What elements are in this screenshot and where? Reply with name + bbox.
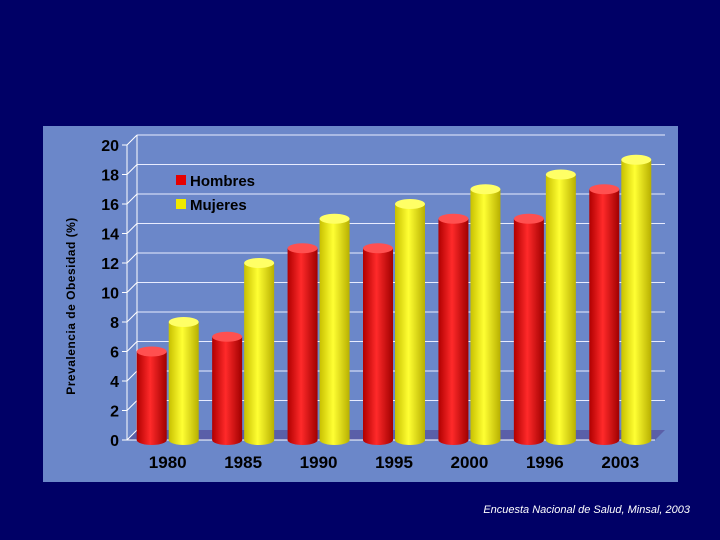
y-tick-label: 16	[101, 197, 119, 214]
bar-body	[212, 336, 243, 440]
legend-swatch-hombres	[176, 175, 186, 185]
bar-mujeres-1995	[395, 199, 425, 445]
y-tick-label: 8	[110, 315, 119, 332]
bar-base	[363, 435, 393, 445]
bar-mujeres-1980	[168, 317, 199, 445]
y-tick-label: 10	[101, 286, 119, 303]
bar-top	[513, 213, 544, 224]
bar-top	[545, 169, 576, 180]
bar-body	[395, 204, 425, 440]
x-tick-label-1995: 1995	[375, 453, 413, 472]
bar-mujeres-2003	[621, 154, 652, 445]
y-tick-diag	[126, 164, 138, 175]
y-tick-diag	[126, 193, 138, 205]
bar-base	[136, 435, 167, 445]
bar-body	[621, 159, 652, 440]
bar-body	[168, 322, 199, 440]
bar-body	[470, 189, 501, 440]
bar-top	[363, 243, 393, 254]
x-tick-label-1990: 1990	[300, 453, 338, 472]
bar-hombres-1980	[136, 346, 167, 445]
y-tick-label: 0	[110, 433, 119, 450]
bar-body	[136, 351, 167, 440]
bar-top	[168, 317, 199, 327]
bar-top	[287, 243, 318, 254]
y-tick-label: 14	[101, 227, 119, 244]
chart-panel: 0 2 4 6 8 10 12 14 16 18 20 1980 1985 1990 1995 2000 199…	[43, 126, 678, 482]
bar-base	[438, 435, 469, 445]
bar-base	[287, 435, 318, 445]
y-tick-diag	[126, 311, 138, 323]
x-tick-label-2000: 2000	[451, 453, 489, 472]
legend-label-hombres: Hombres	[190, 173, 255, 190]
y-tick-label: 20	[101, 138, 119, 155]
bar-body	[244, 263, 275, 440]
y-tick-diag	[126, 223, 138, 234]
bar-mujeres-1990	[319, 213, 350, 445]
y-tick-diag	[126, 252, 138, 264]
bar-hombres-1990	[287, 243, 318, 445]
bar-base	[212, 435, 243, 445]
bar-top	[395, 199, 425, 209]
bar-base	[513, 435, 544, 445]
bar-base	[244, 435, 275, 445]
y-tick-label: 4	[110, 374, 119, 391]
legend-label-mujeres: Mujeres	[190, 197, 247, 214]
bar-top	[212, 331, 243, 342]
legend-swatch-mujeres	[176, 199, 186, 209]
bar-hombres-2000	[438, 213, 469, 445]
bar-body	[319, 218, 350, 440]
y-tick-diag	[126, 282, 138, 293]
y-tick-label: 18	[101, 168, 119, 185]
bar-mujeres-2000	[470, 184, 501, 445]
bars	[136, 154, 652, 445]
y-tick-label: 2	[110, 404, 119, 421]
y-tick-diag	[126, 429, 138, 441]
x-tick-label-1985: 1985	[224, 453, 262, 472]
bar-chart: 0 2 4 6 8 10 12 14 16 18 20 1980 1985 1990 1995 2000 199…	[64, 134, 665, 472]
y-tick-label: 12	[101, 256, 119, 273]
bar-body	[438, 218, 469, 440]
bar-hombres-1985	[212, 331, 243, 445]
bar-base	[470, 435, 501, 445]
x-tick-label-2003: 2003	[601, 453, 639, 472]
bar-base	[589, 435, 620, 445]
y-tick-diag	[126, 341, 138, 352]
y-tick-label: 6	[110, 345, 119, 362]
y-tick-diag	[126, 400, 138, 411]
bar-top	[136, 346, 167, 357]
bar-hombres-2003	[589, 184, 620, 445]
bar-body	[287, 248, 318, 440]
bar-top	[621, 154, 652, 165]
bar-base	[621, 435, 652, 445]
x-tick-label-1980: 1980	[149, 453, 187, 472]
bar-body	[363, 248, 393, 440]
bar-body	[513, 218, 544, 440]
bar-base	[395, 435, 425, 445]
y-tick-diag	[126, 370, 138, 382]
y-axis-title: Prevalencia de Obesidad (%)	[64, 217, 78, 395]
y-tick-diag	[126, 134, 138, 146]
bar-top	[319, 213, 350, 224]
bar-mujeres-1985	[244, 258, 275, 445]
bar-top	[244, 258, 275, 268]
bar-body	[589, 189, 620, 440]
bar-hombres-1996	[513, 213, 544, 445]
tick-labels: 0 2 4 6 8 10 12 14 16 18 20 1980 1985 1990 1995 2000 199…	[101, 138, 639, 472]
bar-body	[545, 174, 576, 440]
bar-mujeres-1996	[545, 169, 576, 445]
bar-top	[589, 184, 620, 195]
x-tick-label-1996: 1996	[526, 453, 564, 472]
bar-top	[438, 213, 469, 224]
bar-hombres-1995	[363, 243, 393, 445]
bar-base	[168, 435, 199, 445]
bar-base	[545, 435, 576, 445]
bar-top	[470, 184, 501, 195]
legend: Hombres Mujeres	[176, 173, 255, 214]
source-note: Encuesta Nacional de Salud, Minsal, 2003	[483, 504, 690, 516]
bar-base	[319, 435, 350, 445]
